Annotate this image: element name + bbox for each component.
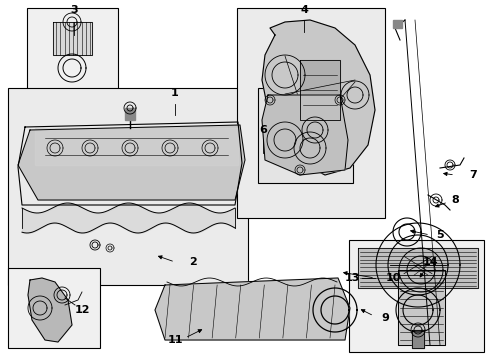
Polygon shape <box>299 60 339 120</box>
Text: 14: 14 <box>421 257 437 267</box>
Text: 10: 10 <box>385 273 400 283</box>
Text: 3: 3 <box>70 5 78 15</box>
Text: 8: 8 <box>450 195 458 205</box>
Text: 9: 9 <box>380 313 388 323</box>
Polygon shape <box>357 248 477 288</box>
Polygon shape <box>28 278 72 342</box>
Polygon shape <box>53 22 92 55</box>
Text: 6: 6 <box>259 125 266 135</box>
Bar <box>258 88 352 183</box>
Polygon shape <box>18 125 244 200</box>
Polygon shape <box>155 278 349 340</box>
Polygon shape <box>397 270 444 345</box>
Text: 5: 5 <box>435 230 443 240</box>
Polygon shape <box>262 20 374 175</box>
Bar <box>8 268 100 348</box>
Polygon shape <box>125 108 135 120</box>
Polygon shape <box>35 128 238 165</box>
Bar <box>348 240 483 352</box>
Polygon shape <box>392 20 401 28</box>
Text: 7: 7 <box>468 170 476 180</box>
Text: 1: 1 <box>171 88 179 98</box>
Polygon shape <box>411 330 423 348</box>
Text: 2: 2 <box>189 257 197 267</box>
Text: 12: 12 <box>74 305 90 315</box>
Text: 4: 4 <box>300 5 307 15</box>
Bar <box>237 8 384 218</box>
Text: 11: 11 <box>167 335 183 345</box>
Bar <box>8 88 247 285</box>
Text: 13: 13 <box>344 273 359 283</box>
Bar <box>27 8 118 90</box>
Polygon shape <box>262 95 347 175</box>
